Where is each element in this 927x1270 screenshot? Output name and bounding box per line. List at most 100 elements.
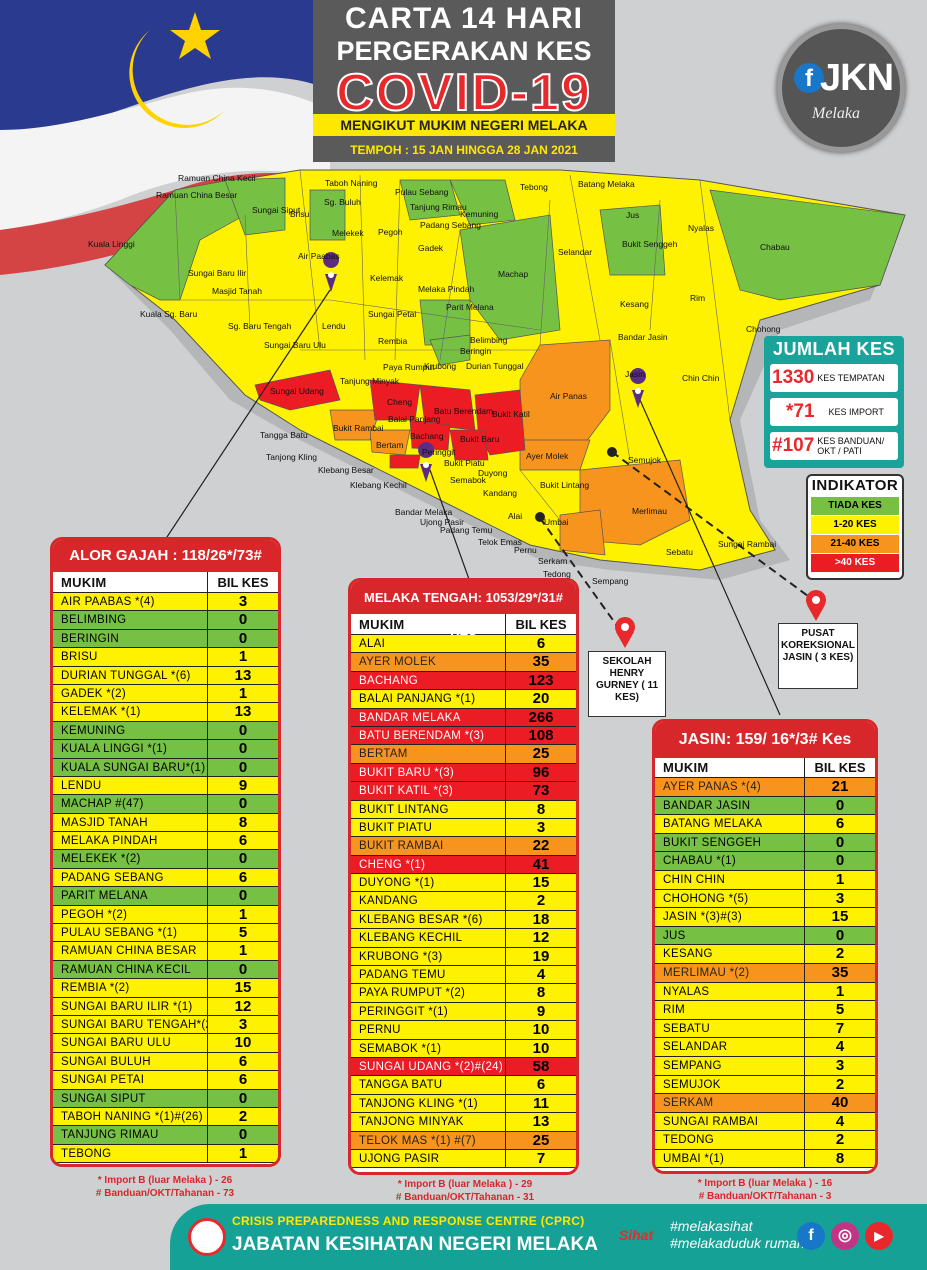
location-pin-icon xyxy=(323,252,340,292)
table-row: BUKIT BARU *(3) 96 xyxy=(351,763,576,783)
row-mukim: PERINGGIT *(1) xyxy=(351,1002,506,1021)
row-mukim: PADANG SEBANG xyxy=(53,868,208,887)
row-mukim: TABOH NANING *(1)#(26) xyxy=(53,1107,208,1126)
jumlah-banduan-text: KES BANDUAN/ OKT / PATI xyxy=(817,436,885,456)
row-bil-kes: 0 xyxy=(238,721,248,739)
row-mukim: TEBONG xyxy=(53,1144,208,1163)
table-row: SEMUJOK 2 xyxy=(655,1075,875,1095)
table-row: KEMUNING 0 xyxy=(53,721,278,741)
row-bil-kes: 20 xyxy=(532,690,550,708)
row-bil-kes: 11 xyxy=(533,1094,549,1112)
footer-org1: CRISIS PREPAREDNESS AND RESPONSE CENTRE … xyxy=(232,1214,585,1228)
alor-gajah-title: ALOR GAJAH : 118/26*/73# KES xyxy=(53,540,278,596)
row-bil-kes: 10 xyxy=(532,1021,550,1039)
row-bil-kes: 0 xyxy=(238,611,248,629)
row-mukim: MACHAP #(47) xyxy=(53,795,208,813)
row-mukim: ALAI xyxy=(351,635,506,653)
row-bil-kes: 13 xyxy=(234,666,252,684)
row-bil-kes: 1 xyxy=(238,942,248,960)
map-label: Ramuan China Kecil xyxy=(178,173,256,183)
map-label: Bukit Baru xyxy=(460,434,500,444)
map-label: Sebatu xyxy=(666,547,693,557)
table-row: CHENG *(1) 41 xyxy=(351,855,576,875)
table-row: PERNU 10 xyxy=(351,1021,576,1040)
table-row: SUNGAI BARU TENGAH*(2) 3 xyxy=(53,1015,278,1035)
table-row: SUNGAI BARU ULU 10 xyxy=(53,1034,278,1053)
table-row: BUKIT PIATU 3 xyxy=(351,818,576,838)
row-mukim: BACHANG xyxy=(351,671,506,690)
table-row: PAYA RUMPUT *(2) 8 xyxy=(351,984,576,1003)
row-bil-kes: 0 xyxy=(238,960,248,978)
title-line1: CARTA 14 HARI xyxy=(344,2,583,35)
row-mukim: BERINGIN xyxy=(53,629,208,648)
row-bil-kes: 0 xyxy=(238,758,248,776)
table-row: PADANG SEBANG 6 xyxy=(53,868,278,888)
col-bil-kes: BIL KES xyxy=(814,760,866,775)
row-bil-kes: 0 xyxy=(238,740,248,758)
table-row: KLEBANG KECHIL 12 xyxy=(351,929,576,948)
row-mukim: TANGGA BATU xyxy=(351,1076,506,1094)
row-bil-kes: 108 xyxy=(528,726,554,744)
table-row: GADEK *(2) 1 xyxy=(53,684,278,704)
table-row: BERTAM 25 xyxy=(351,745,576,764)
row-mukim: SELANDAR xyxy=(655,1038,805,1056)
jumlah-row-banduan: #107 KES BANDUAN/ OKT / PATI xyxy=(770,432,898,460)
row-mukim: PARIT MELANA xyxy=(53,887,208,905)
map-label: Masjid Tanah xyxy=(212,286,262,296)
row-bil-kes: 1 xyxy=(238,1144,248,1162)
row-mukim: DUYONG *(1) xyxy=(351,874,506,892)
melaka-tengah-rows: ALAI 6 AYER MOLEK 35 BACHANG 123 BALAI PANJANG… xyxy=(351,635,576,1169)
youtube-icon[interactable]: ▶ xyxy=(865,1222,893,1250)
row-mukim: KUALA LINGGI *(1) xyxy=(53,740,208,758)
table-row: AYER MOLEK 35 xyxy=(351,653,576,672)
row-mukim: DURIAN TUNGGAL *(6) xyxy=(53,666,208,684)
table-row: TANJONG KLING *(1) 11 xyxy=(351,1094,576,1114)
row-mukim: KRUBONG *(3) xyxy=(351,947,506,966)
map-label: Rembia xyxy=(378,336,408,346)
row-bil-kes: 25 xyxy=(532,745,550,763)
map-label: Sempang xyxy=(592,576,629,586)
row-bil-kes: 73 xyxy=(532,782,550,800)
row-mukim: SUNGAI BARU TENGAH*(2) xyxy=(53,1015,208,1034)
footer-org2: JABATAN KESIHATAN NEGERI MELAKA xyxy=(232,1234,598,1255)
title-banner: CARTA 14 HARI PERGERAKAN KES COVID-19 ME… xyxy=(313,0,615,162)
title-covid: COVID-19 xyxy=(335,64,592,122)
facebook-icon[interactable]: f xyxy=(797,1222,825,1250)
map-label: Air Paabas xyxy=(298,251,340,261)
facebook-icon: f xyxy=(794,63,824,93)
row-bil-kes: 3 xyxy=(536,818,546,836)
col-mukim: MUKIM xyxy=(53,572,208,592)
jasin-title: JASIN: 159/ 16*/3# Kes xyxy=(655,722,875,758)
jumlah-banduan-num: #107 xyxy=(772,435,815,456)
row-bil-kes: 266 xyxy=(528,708,554,726)
col-bil-kes: BIL KES xyxy=(217,575,269,590)
row-bil-kes: 6 xyxy=(238,832,248,850)
sihat-logo: Sihat xyxy=(618,1227,654,1243)
instagram-icon[interactable]: ◎ xyxy=(831,1222,859,1250)
map-label: Padang Temu xyxy=(440,525,493,535)
table-row: PADANG TEMU 4 xyxy=(351,966,576,985)
table-row: RIM 5 xyxy=(655,1001,875,1020)
table-row: PARIT MELANA 0 xyxy=(53,887,278,906)
row-mukim: SEMPANG xyxy=(655,1056,805,1075)
melaka-tengah-note-import: * Import B (luar Melaka ) - 29 xyxy=(397,1179,533,1190)
jasin-note-import: * Import B (luar Melaka ) - 16 xyxy=(697,1178,833,1189)
logo-text: JKN xyxy=(820,57,894,99)
map-base xyxy=(104,169,906,571)
table-row: BERINGIN 0 xyxy=(53,629,278,649)
melaka-tengah-header-row: MUKIM BIL KES xyxy=(351,614,576,635)
row-mukim: BUKIT RAMBAI xyxy=(351,837,506,855)
table-row: BANDAR MELAKA 266 xyxy=(351,708,576,727)
flag-blue xyxy=(0,0,330,130)
table-row: SUNGAI PETAI 6 xyxy=(53,1071,278,1090)
map-label: Brisu xyxy=(290,209,310,219)
row-mukim: BERTAM xyxy=(351,745,506,763)
row-mukim: BRISU xyxy=(53,648,208,666)
red-pin-icon xyxy=(615,617,635,648)
table-row: SEMABOK *(1) 10 xyxy=(351,1039,576,1058)
map-label: Melaka Pindah xyxy=(418,284,475,294)
row-mukim: SUNGAI BARU ULU xyxy=(53,1034,208,1052)
row-bil-kes: 6 xyxy=(238,868,248,886)
row-bil-kes: 0 xyxy=(238,795,248,813)
row-bil-kes: 58 xyxy=(532,1057,550,1075)
